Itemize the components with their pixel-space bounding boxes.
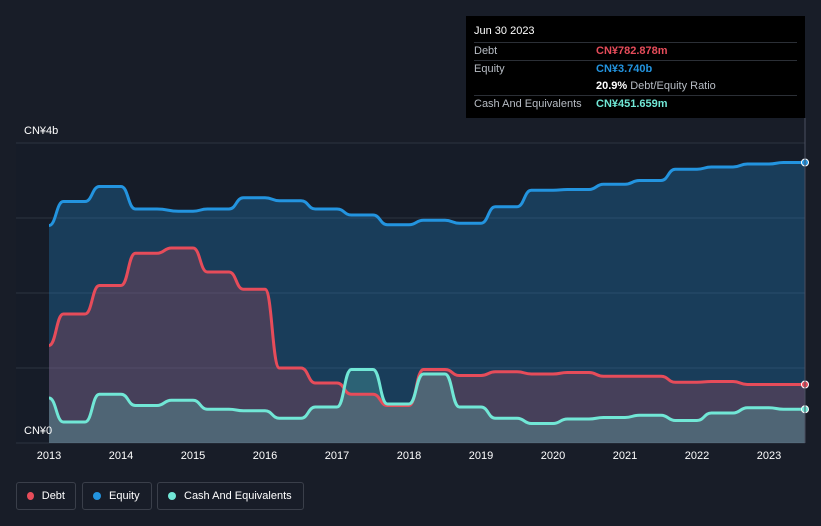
tooltip-debt-label: Debt	[474, 45, 498, 57]
tooltip-panel: Jun 30 2023 Debt CN¥782.878m Equity CN¥3…	[466, 16, 805, 118]
legend-cash-swatch	[168, 492, 176, 500]
legend-item-cash[interactable]: Cash And Equivalents	[157, 482, 304, 510]
x-tick-label: 2023	[756, 450, 782, 462]
tooltip-row-ratio: 20.9% Debt/Equity Ratio	[474, 78, 797, 95]
legend-item-debt[interactable]: Debt	[16, 482, 76, 510]
tooltip-ratio-spacer	[474, 78, 596, 95]
debt-line	[48, 246, 805, 407]
debt-area	[49, 248, 805, 443]
x-tick-label: 2022	[684, 450, 710, 462]
legend-cash-label: Cash And Equivalents	[184, 490, 292, 502]
equity-area	[49, 162, 805, 443]
tooltip-equity-label: Equity	[474, 63, 505, 75]
equity-line	[48, 160, 805, 227]
tooltip-ratio-label: Debt/Equity Ratio	[630, 80, 716, 92]
x-tick-label: 2014	[108, 450, 134, 462]
legend-equity-label: Equity	[109, 490, 140, 502]
x-tick-label: 2020	[540, 450, 566, 462]
x-tick-label: 2013	[36, 450, 62, 462]
x-tick-label: 2019	[468, 450, 494, 462]
cash-and-equivalents-area	[49, 369, 805, 443]
x-tick-label: 2015	[180, 450, 206, 462]
x-tick-label: 2016	[252, 450, 278, 462]
x-tick-label: 2017	[324, 450, 350, 462]
series-areas	[49, 162, 805, 443]
tooltip-equity-value: CN¥3.740b	[596, 63, 653, 75]
y-axis-top-label: CN¥4b	[24, 125, 59, 137]
cash-and-equivalents-line	[48, 368, 805, 425]
x-tick-label: 2018	[396, 450, 422, 462]
tooltip-row-debt: Debt CN¥782.878m	[474, 42, 797, 60]
tooltip-ratio-value: 20.9%	[596, 80, 628, 92]
tooltip-cash-label: Cash And Equivalents	[474, 98, 582, 110]
y-axis-bottom-label: CN¥0	[24, 425, 53, 437]
legend-debt-swatch	[27, 492, 34, 500]
tooltip-debt-value: CN¥782.878m	[596, 45, 668, 57]
series-lines	[48, 160, 805, 425]
x-tick-label: 2021	[612, 450, 638, 462]
tooltip-row-equity: Equity CN¥3.740b	[474, 60, 797, 78]
legend-item-equity[interactable]: Equity	[82, 482, 152, 510]
legend-equity-swatch	[93, 492, 101, 500]
gridlines	[16, 142, 805, 444]
tooltip-cash-value: CN¥451.659m	[596, 98, 668, 110]
legend-debt-label: Debt	[41, 490, 65, 502]
tooltip-date: Jun 30 2023	[474, 25, 535, 37]
tooltip-row-cash: Cash And Equivalents CN¥451.659m	[474, 95, 797, 113]
